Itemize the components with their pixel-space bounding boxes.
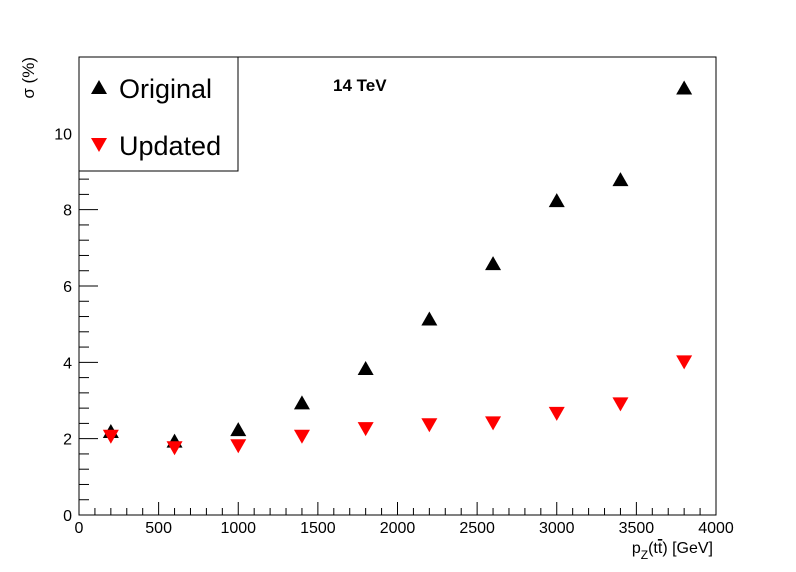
svg-text:pZ(tt) [GeV]: pZ(tt) [GeV]: [632, 540, 713, 562]
data-point-updated: [230, 439, 247, 454]
y-tick-label: 6: [63, 279, 72, 296]
x-tick-label: 2000: [380, 520, 416, 537]
x-tick-label: 1500: [300, 520, 336, 537]
x-tick-label: 2500: [459, 520, 495, 537]
data-point-original: [548, 193, 565, 208]
data-point-original: [293, 395, 310, 410]
x-axis-label: pZ(tt) [GeV]: [632, 540, 713, 562]
legend-label-updated: Updated: [119, 131, 221, 161]
legend-marker-original: [91, 80, 107, 94]
data-marks: [102, 80, 693, 456]
data-point-updated: [421, 418, 438, 433]
data-point-original: [421, 311, 438, 326]
energy-annotation: 14 TeV: [333, 76, 387, 95]
x-label-paren: (t: [648, 540, 658, 557]
legend: Original Updated: [78, 56, 239, 172]
tick-labels: 0 500 1000 1500 2000 2500 3000 3500 4000 0 2 4 6 8 10: [54, 126, 734, 537]
y-tick-label: 2: [63, 432, 72, 449]
x-tick-label: 1000: [220, 520, 256, 537]
x-label-rest: ) [GeV]: [662, 540, 713, 557]
data-point-updated: [293, 429, 310, 444]
x-label-main: p: [632, 540, 641, 557]
y-tick-label: 0: [63, 508, 72, 525]
data-point-original: [230, 422, 247, 437]
data-point-updated: [357, 422, 374, 437]
data-point-updated: [676, 355, 693, 370]
x-tick-label: 0: [75, 520, 84, 537]
data-point-original: [485, 256, 502, 271]
y-tick-label: 4: [63, 355, 72, 372]
y-tick-label: 8: [63, 203, 72, 220]
legend-label-original: Original: [119, 74, 212, 104]
x-tick-label: 3500: [619, 520, 655, 537]
legend-marker-updated: [91, 138, 107, 152]
axis-ticks: [78, 56, 717, 516]
data-point-updated: [548, 406, 565, 421]
data-point-updated: [166, 441, 183, 456]
x-label-tbar: t: [658, 540, 663, 557]
y-axis-label: σ (%): [19, 57, 38, 99]
legend-box: [78, 56, 239, 172]
data-point-updated: [102, 429, 119, 444]
data-point-original: [612, 172, 629, 187]
y-tick-label: 10: [54, 126, 72, 143]
x-tick-label: 3000: [539, 520, 575, 537]
data-point-original: [357, 361, 374, 376]
x-tick-label: 4000: [698, 520, 734, 537]
data-point-updated: [485, 416, 502, 431]
data-point-updated: [612, 397, 629, 412]
x-label-sub: Z: [641, 548, 648, 562]
data-point-original: [676, 80, 693, 95]
x-tick-label: 500: [145, 520, 172, 537]
